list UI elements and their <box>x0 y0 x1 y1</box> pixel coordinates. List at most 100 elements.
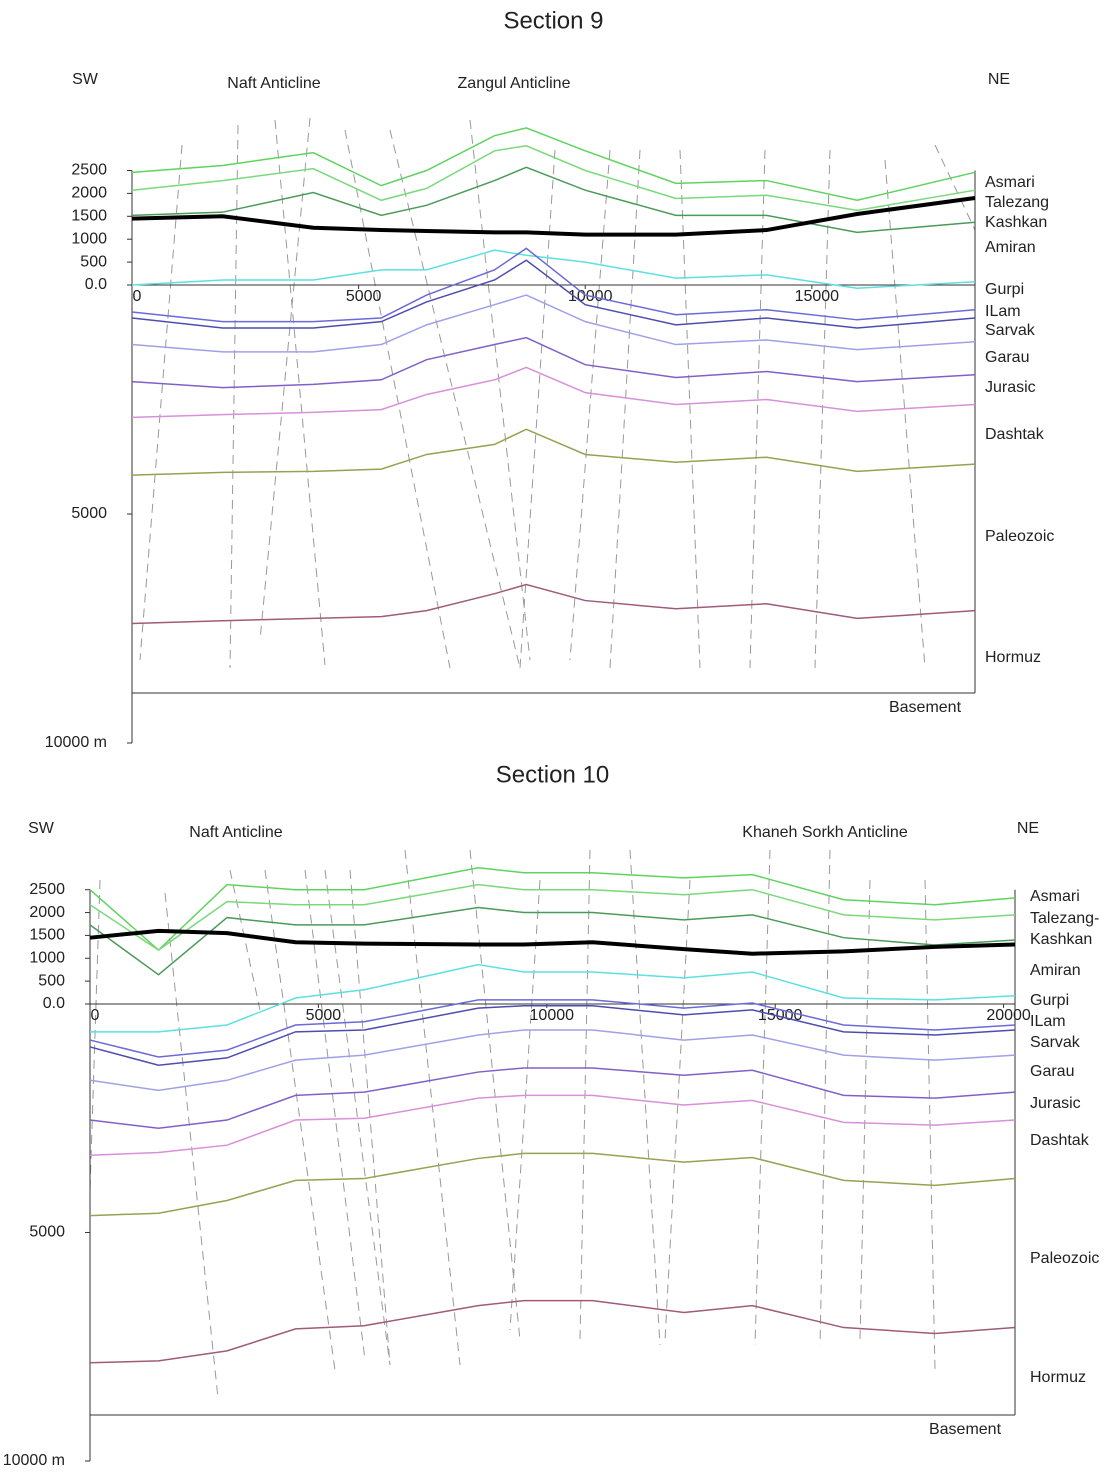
x-tick-label: 10000 <box>530 1007 575 1024</box>
formation-label: Dashtak <box>1030 1132 1090 1149</box>
fault-line <box>754 849 771 1346</box>
direction-label: NE <box>988 71 1010 88</box>
horizon-line <box>131 195 976 237</box>
y-tick-label: 1500 <box>71 208 107 225</box>
anticline-label: Zangul Anticline <box>458 75 571 92</box>
formation-label: Sarvak <box>985 322 1036 339</box>
horizon-line <box>89 1005 1016 1066</box>
fault-line <box>229 124 239 669</box>
formation-label: Talezang <box>985 194 1049 211</box>
x-tick-label: 0 <box>133 288 142 305</box>
formation-label: Jurasic <box>1030 1095 1081 1112</box>
horizon-line <box>131 294 976 353</box>
y-tick-label: 500 <box>38 972 65 989</box>
formation-label: Hormuz <box>1030 1369 1086 1386</box>
formation-label: Gurpi <box>985 281 1024 298</box>
fault-line <box>344 129 451 669</box>
y-tick-label: 1000 <box>71 230 107 247</box>
formation-label: Sarvak <box>1030 1034 1081 1051</box>
fault-line <box>569 149 611 661</box>
horizon-line <box>89 867 1016 952</box>
basement-label: Basement <box>929 1421 1002 1438</box>
fault-line <box>469 119 531 661</box>
y-tick-label: 2000 <box>29 904 65 921</box>
fault-line <box>819 849 831 1346</box>
y-tick-label: 5000 <box>29 1224 65 1241</box>
x-tick-label: 0 <box>91 1007 100 1024</box>
horizon-line <box>131 428 976 476</box>
x-tick-label: 20000 <box>986 1007 1031 1024</box>
fault-line <box>814 149 831 669</box>
y-tick-label: 10000 m <box>45 734 107 751</box>
horizon-line <box>131 144 976 212</box>
horizon-line <box>89 883 1016 951</box>
section-title: Section 9 <box>503 7 603 34</box>
horizon-line <box>89 999 1016 1058</box>
horizon-line <box>131 247 976 323</box>
formation-label: ILam <box>1030 1013 1066 1030</box>
fault-line <box>139 144 183 661</box>
fault-line <box>164 892 219 1399</box>
fault-line <box>934 144 976 231</box>
horizon-line <box>131 259 976 329</box>
y-tick-label: 2000 <box>71 185 107 202</box>
horizon-line <box>131 166 976 234</box>
fault-line <box>749 149 766 669</box>
formation-label: Jurasic <box>985 379 1036 396</box>
formation-label: Garau <box>1030 1063 1074 1080</box>
y-tick-label: 0.0 <box>43 995 65 1012</box>
horizon-line <box>89 1094 1016 1156</box>
formation-label: ILam <box>985 303 1021 320</box>
y-tick-label: 1500 <box>29 927 65 944</box>
horizon-line <box>131 583 976 625</box>
y-tick-label: 500 <box>80 253 107 270</box>
x-tick-label: 5000 <box>346 288 382 305</box>
y-tick-label: 5000 <box>71 505 107 522</box>
fault-line <box>229 869 261 1011</box>
basement-label: Basement <box>889 699 962 716</box>
horizon-line <box>89 1152 1016 1217</box>
fault-line <box>509 879 541 1331</box>
direction-label: NE <box>1017 820 1039 837</box>
fault-line <box>259 117 311 641</box>
direction-label: SW <box>72 71 99 88</box>
formation-label: Asmari <box>985 174 1035 191</box>
y-tick-label: 2500 <box>71 162 107 179</box>
fault-line <box>389 129 521 669</box>
direction-label: SW <box>28 820 55 837</box>
formation-label: Paleozoic <box>985 528 1054 545</box>
fault-line <box>679 149 701 669</box>
horizon-line <box>131 366 976 419</box>
formation-label: Amiran <box>1030 962 1081 979</box>
horizon-line <box>131 336 976 389</box>
horizon-line <box>89 1067 1016 1130</box>
formation-label: Kashkan <box>985 214 1047 231</box>
fault-line <box>664 879 691 1341</box>
formation-label: Dashtak <box>985 426 1045 443</box>
fault-line <box>884 159 926 669</box>
fault-line <box>404 849 461 1366</box>
anticline-label: Naft Anticline <box>227 75 320 92</box>
formation-label: Paleozoic <box>1030 1250 1099 1267</box>
formation-label: Garau <box>985 349 1029 366</box>
fault-line <box>469 849 521 1341</box>
fault-line <box>304 869 366 1361</box>
horizon-line <box>90 963 1016 1033</box>
fault-line <box>519 149 556 669</box>
formation-label: Amiran <box>985 239 1036 256</box>
y-tick-label: 0.0 <box>85 276 107 293</box>
anticline-label: Naft Anticline <box>189 824 282 841</box>
fault-line <box>609 149 641 669</box>
y-tick-label: 1000 <box>29 949 65 966</box>
horizon-line <box>89 1299 1016 1364</box>
formation-label: Gurpi <box>1030 992 1069 1009</box>
x-tick-label: 5000 <box>306 1007 342 1024</box>
formation-label: Kashkan <box>1030 931 1092 948</box>
horizon-line <box>131 249 976 289</box>
horizon-line <box>131 127 976 202</box>
y-tick-label: 2500 <box>29 881 65 898</box>
fault-line <box>629 849 661 1346</box>
horizon-line <box>89 906 1016 976</box>
formation-label: Hormuz <box>985 649 1041 666</box>
